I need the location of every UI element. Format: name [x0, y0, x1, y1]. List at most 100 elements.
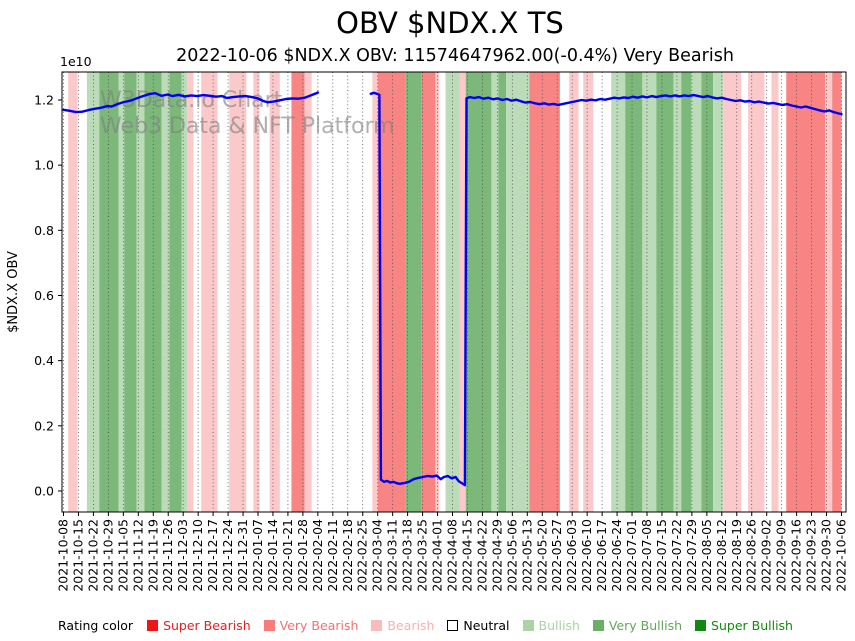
- x-tick-label: 2022-04-29: [489, 519, 504, 592]
- x-tick-label: 2022-07-22: [669, 519, 684, 592]
- y-tick-label: 0.6: [34, 288, 54, 303]
- rating-band-bearish: [459, 72, 466, 512]
- y-tick-label: 0.4: [34, 353, 54, 368]
- x-tick-label: 2022-03-18: [400, 519, 415, 592]
- x-tick-label: 2022-01-14: [265, 519, 280, 592]
- x-tick-label: 2022-05-06: [504, 519, 519, 592]
- y-tick-label: 1.0: [34, 158, 54, 173]
- x-tick-label: 2022-09-23: [804, 519, 819, 592]
- x-tick-label: 2022-04-22: [474, 519, 489, 592]
- rating-band-very_bearish: [832, 72, 842, 512]
- legend-item-very-bullish: Very Bullish: [592, 617, 683, 633]
- rating-band-bullish: [691, 72, 702, 512]
- rating-band-bullish: [642, 72, 657, 512]
- x-tick-label: 2022-02-25: [355, 519, 370, 592]
- rating-band-bearish: [825, 72, 833, 512]
- rating-band-bearish: [253, 72, 260, 512]
- rating-band-bearish: [187, 72, 194, 512]
- legend-swatch-icon: [695, 619, 707, 631]
- x-tick-label: 2022-02-11: [325, 519, 340, 592]
- x-tick-label: 2022-06-24: [609, 519, 624, 592]
- rating-band-very_bullish: [656, 72, 674, 512]
- rating-band-very_bullish: [124, 72, 137, 512]
- rating-color-legend: Rating color Super Bearish Very Bearish Be…: [58, 614, 855, 636]
- x-tick-label: 2021-11-26: [160, 519, 175, 592]
- y-axis-offset-label: 1e10: [60, 54, 92, 69]
- legend-item-label: Neutral: [463, 617, 510, 633]
- legend-item-super-bearish: Super Bearish: [147, 618, 251, 633]
- rating-band-very_bearish: [291, 72, 305, 512]
- y-tick-label: 0.2: [34, 418, 54, 433]
- x-tick-label: 2022-08-26: [744, 519, 759, 592]
- rating-band-very_bearish: [421, 72, 436, 512]
- rating-band-bearish: [201, 72, 218, 512]
- rating-band-bearish: [269, 72, 280, 512]
- x-tick-label: 2022-01-07: [250, 519, 265, 592]
- rating-band-very_bullish: [405, 72, 422, 512]
- x-tick-label: 2021-11-05: [115, 519, 130, 592]
- rating-band-very_bullish: [169, 72, 182, 512]
- rating-band-bullish: [118, 72, 125, 512]
- x-tick-label: 2022-02-18: [340, 519, 355, 592]
- rating-band-bullish: [611, 72, 626, 512]
- x-tick-label: 2022-07-29: [684, 519, 699, 592]
- x-tick-label: 2022-08-12: [714, 519, 729, 592]
- x-tick-label: 2022-03-25: [415, 519, 430, 592]
- rating-band-bullish: [673, 72, 682, 512]
- legend-swatch-icon: [447, 619, 459, 631]
- rating-band-bearish: [569, 72, 579, 512]
- x-tick-label: 2022-05-13: [519, 519, 534, 592]
- x-tick-label: 2021-10-08: [56, 519, 71, 592]
- x-tick-label: 2022-01-21: [280, 519, 295, 592]
- x-tick-label: 2022-09-16: [789, 519, 804, 592]
- legend-swatch-icon: [147, 619, 159, 631]
- x-tick-label: 2022-07-01: [624, 519, 639, 592]
- plot-frame: [61, 71, 847, 513]
- rating-band-bullish: [181, 72, 188, 512]
- legend-item-label: Bullish: [538, 617, 580, 633]
- rating-band-bearish: [229, 72, 247, 512]
- chart-title: OBV $NDX.X TS: [336, 6, 564, 40]
- rating-band-very_bearish: [529, 72, 560, 512]
- obv-line: [62, 91, 320, 114]
- x-tick-label: 2022-06-03: [564, 519, 579, 592]
- x-tick-label: 2022-05-20: [534, 519, 549, 592]
- rating-band-bullish: [161, 72, 170, 512]
- rating-band-very_bullish: [701, 72, 714, 512]
- x-tick-label: 2022-06-10: [579, 519, 594, 592]
- x-tick-label: 2021-12-24: [220, 519, 235, 592]
- rating-band-bearish: [68, 72, 78, 512]
- x-tick-label: 2022-06-17: [594, 519, 609, 592]
- x-tick-label: 2022-03-11: [385, 519, 400, 592]
- rating-band-very_bearish: [377, 72, 406, 512]
- legend-swatch-icon: [592, 619, 604, 631]
- x-tick-label: 2022-02-04: [310, 519, 325, 592]
- x-tick-label: 2022-09-09: [774, 519, 789, 592]
- x-tick-label: 2022-07-15: [654, 519, 669, 592]
- rating-band-very_bullish: [99, 72, 119, 512]
- rating-band-bearish: [372, 72, 378, 512]
- x-tick-label: 2021-11-19: [145, 519, 160, 592]
- legend-title: Rating color: [58, 617, 134, 633]
- rating-band-very_bullish: [681, 72, 692, 512]
- x-tick-label: 2021-12-31: [235, 519, 250, 592]
- x-tick-label: 2022-04-15: [459, 519, 474, 592]
- legend-item-label: Bearish: [387, 617, 435, 633]
- y-tick-label: 0.8: [34, 223, 54, 238]
- rating-band-bearish: [771, 72, 779, 512]
- x-tick-label: 2022-05-27: [549, 519, 564, 592]
- x-tick-label: 2021-12-10: [190, 519, 205, 592]
- rating-band-bullish: [136, 72, 145, 512]
- x-tick-label: 2021-10-15: [70, 519, 85, 592]
- x-tick-label: 2022-04-08: [445, 519, 460, 592]
- y-tick-label: 0.0: [34, 483, 54, 498]
- legend-item-neutral: Neutral: [447, 617, 510, 633]
- rating-band-very_bearish: [786, 72, 826, 512]
- y-tick-label: 1.2: [34, 93, 54, 108]
- x-tick-label: 2022-08-05: [699, 519, 714, 592]
- legend-item-label: Very Bullish: [608, 617, 683, 633]
- rating-band-bullish: [713, 72, 724, 512]
- x-tick-label: 2022-08-19: [729, 519, 744, 592]
